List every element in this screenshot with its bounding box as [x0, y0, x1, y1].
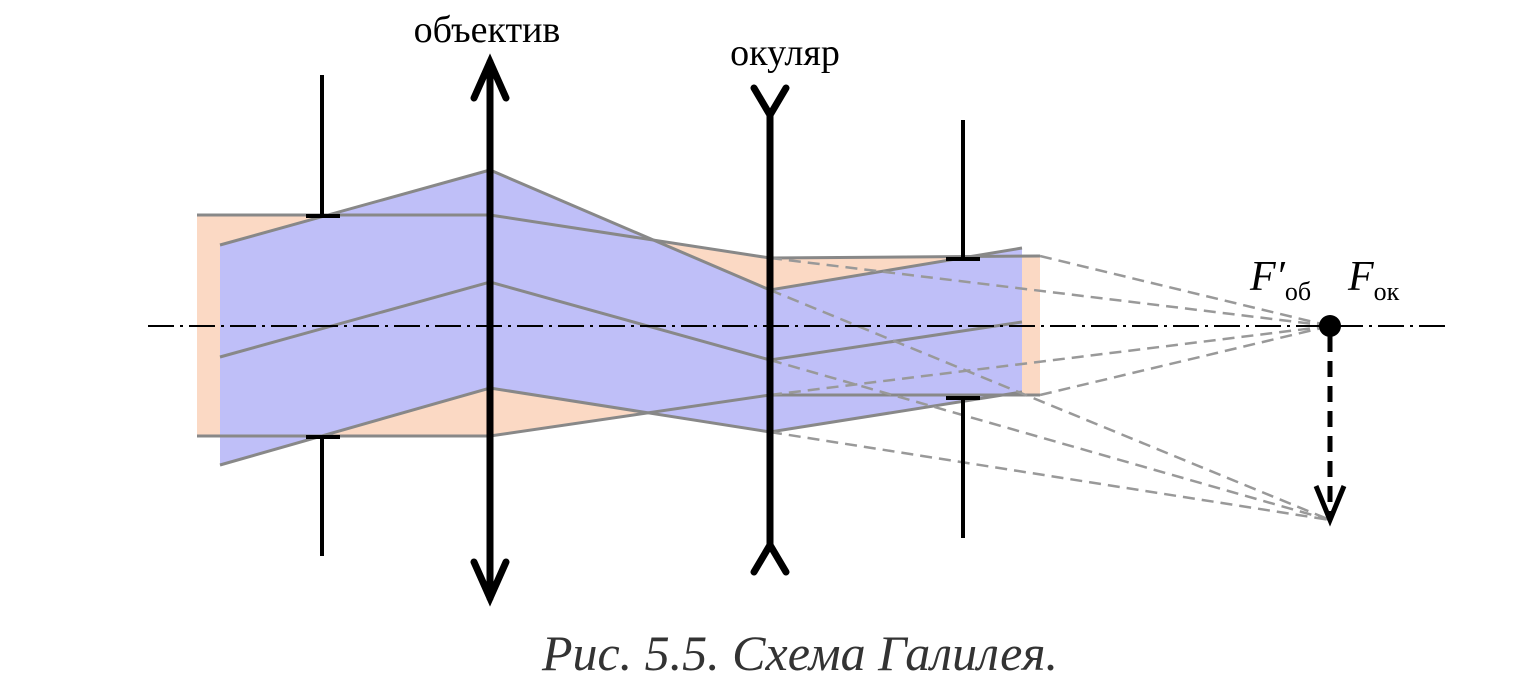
ray	[197, 393, 1040, 438]
caption: Рис. 5.5. Схема Галилея.	[541, 625, 1058, 681]
eyepiece-label: окуляр	[730, 32, 840, 74]
ray	[219, 386, 1023, 467]
eyepiece-lens	[750, 84, 790, 576]
right-stop	[946, 120, 980, 538]
focus-subscript: ок	[1374, 277, 1400, 306]
focus-subscript: об	[1285, 277, 1311, 306]
focus-point	[1319, 315, 1341, 337]
left-stop	[306, 75, 340, 556]
ray	[219, 168, 1023, 292]
ray	[197, 213, 1041, 260]
focus-symbol: F′	[1249, 254, 1286, 300]
image-arrow	[1313, 336, 1347, 527]
virtual-ray	[1039, 324, 1331, 397]
objective-label: объектив	[414, 9, 561, 51]
focus-label: Fок	[1347, 254, 1400, 306]
virtual-ray	[769, 358, 1331, 522]
virtual-ray	[769, 288, 1331, 522]
virtual-ray	[769, 430, 1331, 522]
focus-label: F′об	[1249, 254, 1311, 306]
focus-symbol: F	[1347, 254, 1374, 300]
virtual-ray	[1039, 254, 1331, 328]
objective-lens	[470, 53, 510, 607]
